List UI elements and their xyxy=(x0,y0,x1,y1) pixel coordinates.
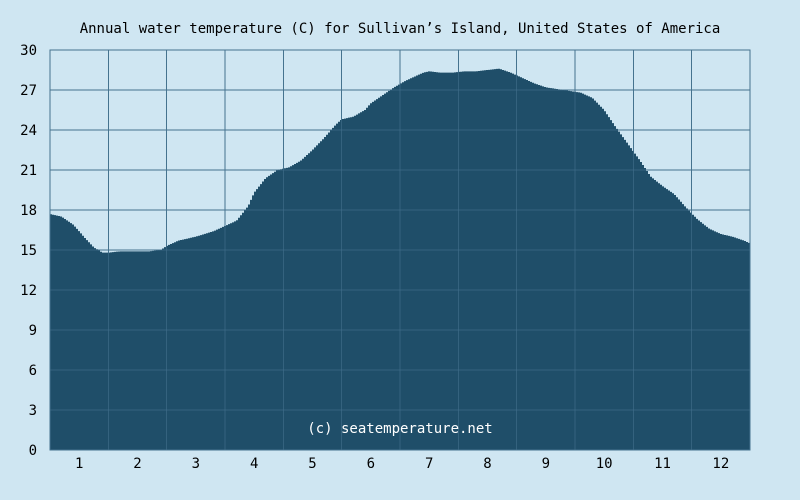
watermark-text: (c) seatemperature.net xyxy=(307,421,492,437)
x-tick-label: 7 xyxy=(425,456,433,472)
axes xyxy=(49,49,751,451)
x-tick-label: 8 xyxy=(483,456,491,472)
x-tick-label: 12 xyxy=(712,456,729,472)
y-tick-label: 0 xyxy=(29,443,37,459)
x-tick-label: 5 xyxy=(308,456,316,472)
y-tick-labels: 0 3 6 9 12 15 18 21 24 27 30 xyxy=(20,43,37,459)
x-tick-labels: 1 2 3 4 5 6 7 8 9 10 11 12 xyxy=(75,456,729,472)
x-tick-label: 9 xyxy=(542,456,550,472)
y-tick-label: 3 xyxy=(29,403,37,419)
chart-title: Annual water temperature (C) for Sulliva… xyxy=(80,21,721,37)
x-tick-label: 11 xyxy=(654,456,671,472)
x-tick-label: 2 xyxy=(133,456,141,472)
x-tick-label: 1 xyxy=(75,456,83,472)
x-tick-label: 3 xyxy=(192,456,200,472)
y-tick-label: 27 xyxy=(20,83,37,99)
y-tick-label: 9 xyxy=(29,323,37,339)
y-tick-label: 15 xyxy=(20,243,37,259)
y-tick-label: 6 xyxy=(29,363,37,379)
plot-border xyxy=(49,49,751,451)
y-tick-label: 21 xyxy=(20,163,37,179)
x-tick-label: 4 xyxy=(250,456,258,472)
x-tick-label: 6 xyxy=(367,456,375,472)
y-tick-label: 30 xyxy=(20,43,37,59)
y-tick-label: 12 xyxy=(20,283,37,299)
y-tick-label: 18 xyxy=(20,203,37,219)
y-tick-label: 24 xyxy=(20,123,37,139)
x-tick-label: 10 xyxy=(596,456,613,472)
